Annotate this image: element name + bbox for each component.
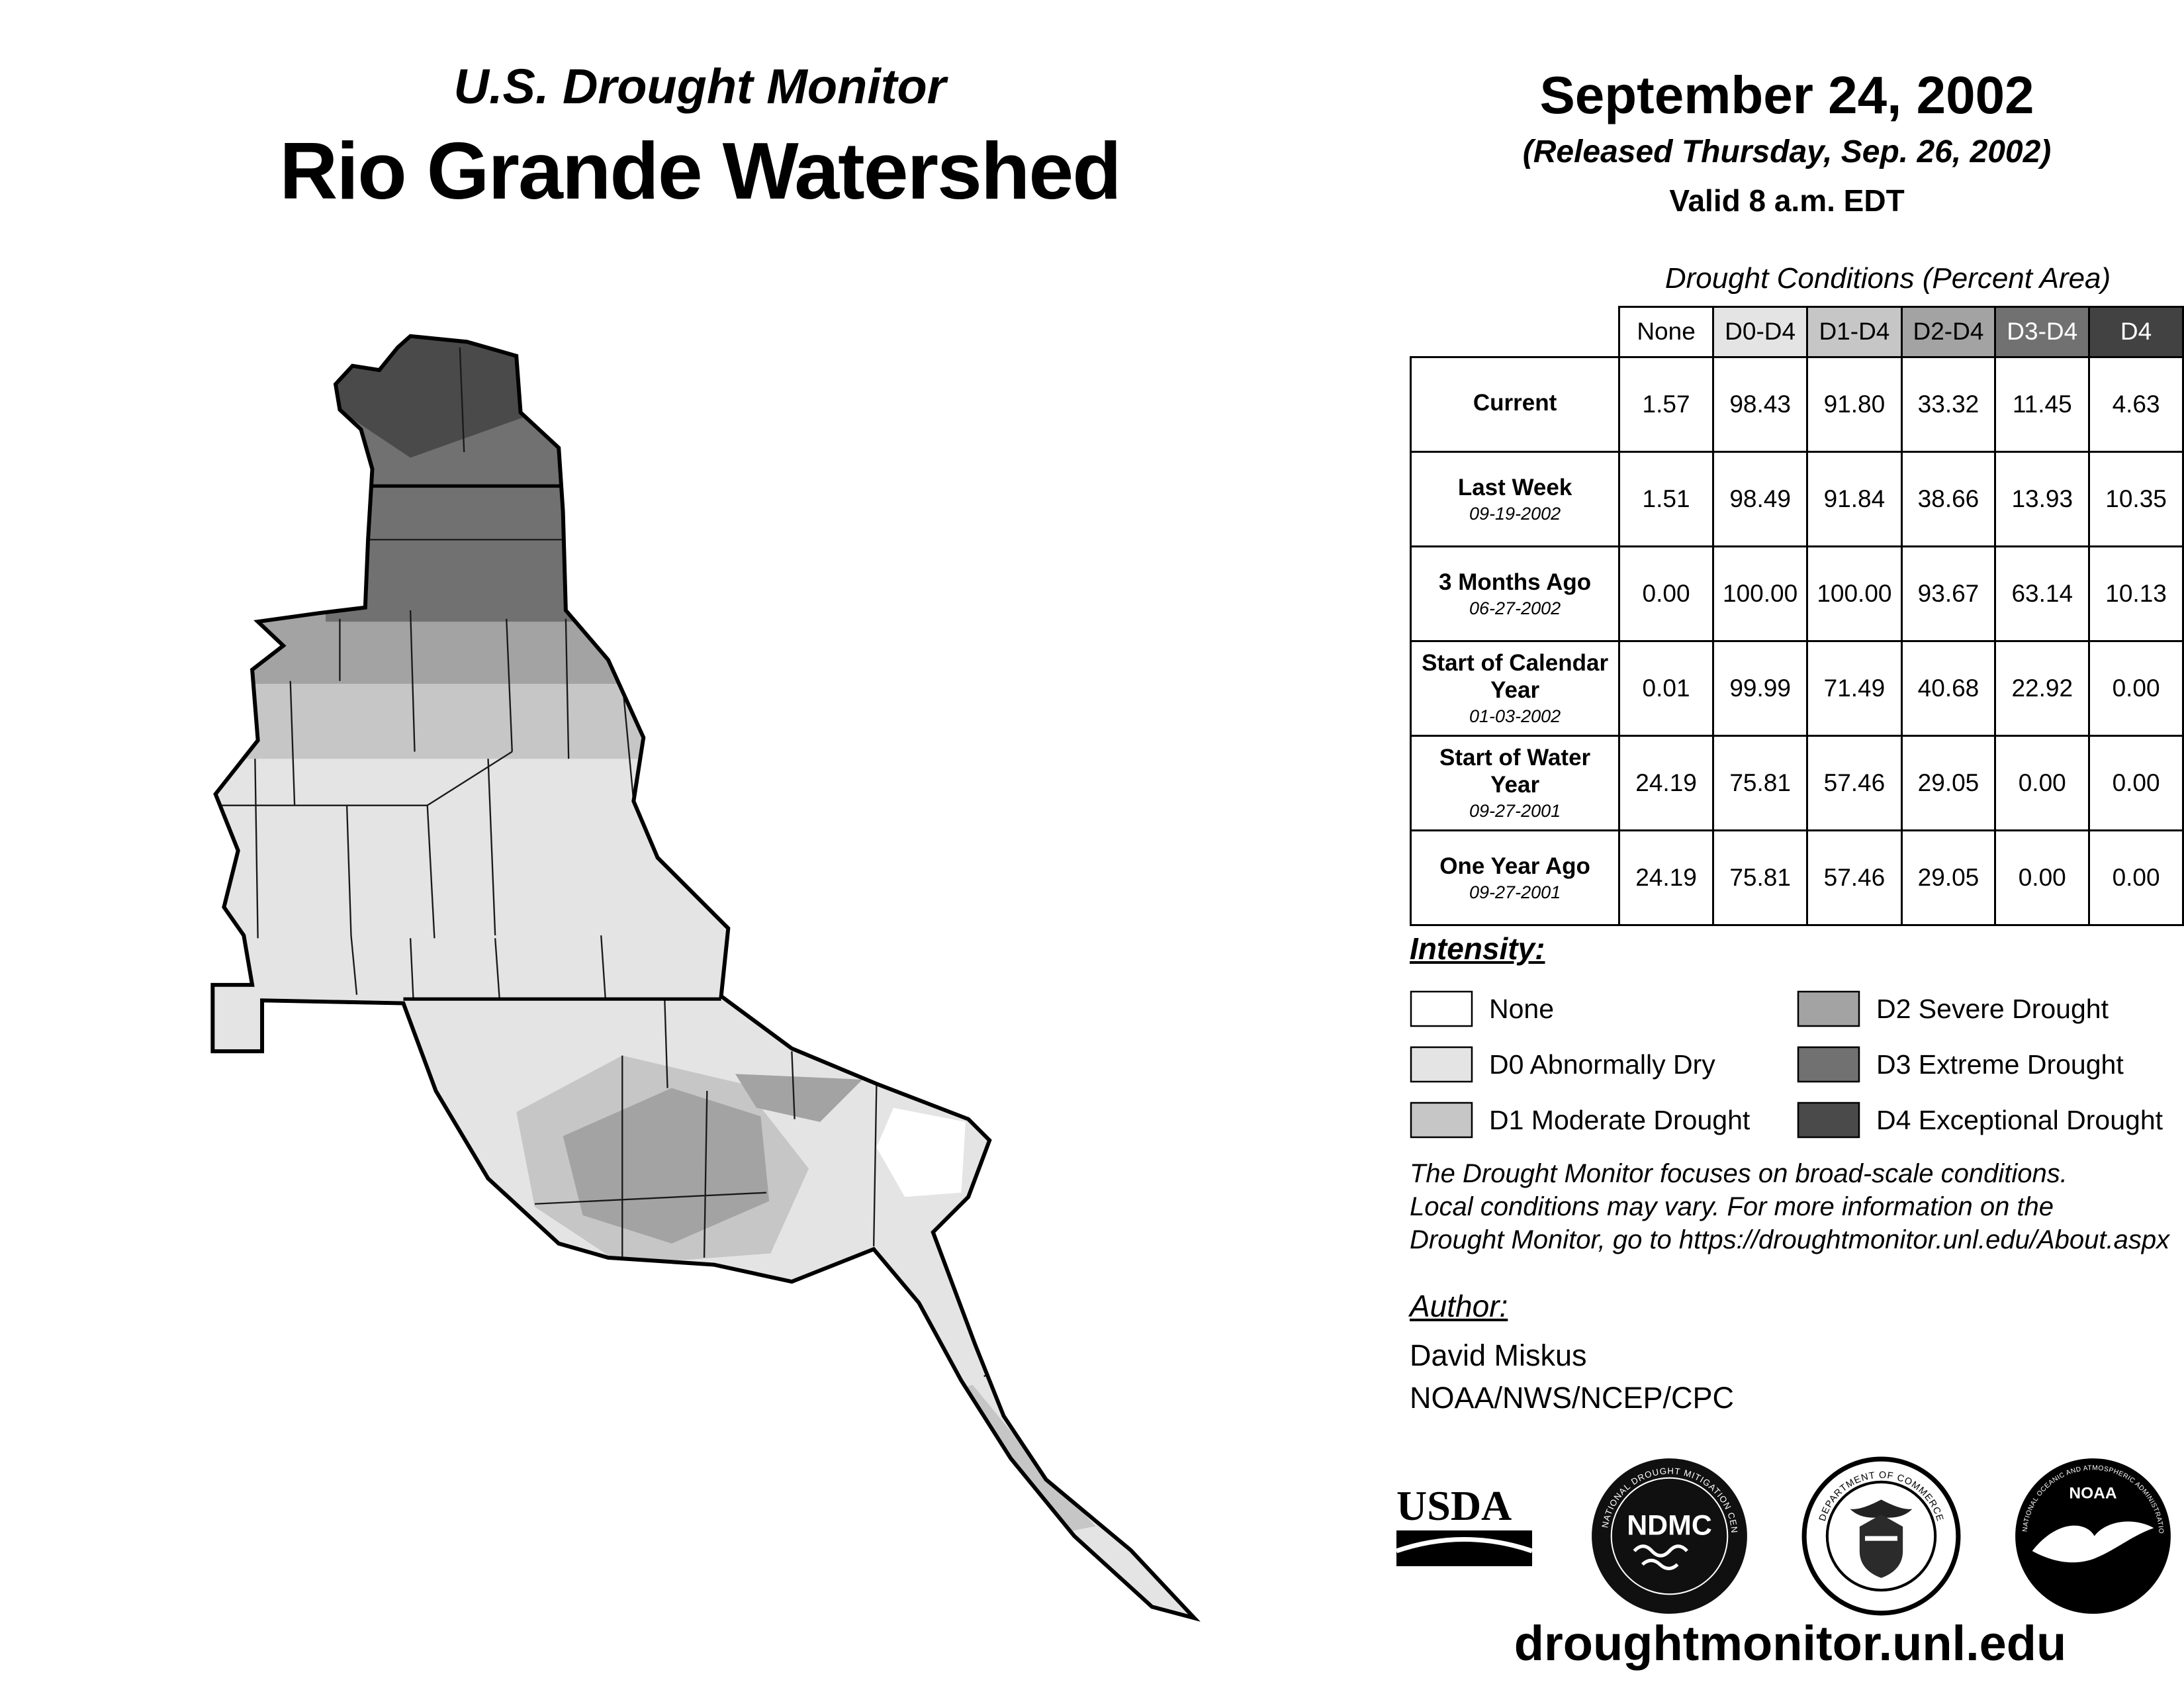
intensity-legend: None D0 Abnormally Dry D1 Moderate Droug… [1410,981,2184,1148]
drought-conditions-table: None D0-D4 D1-D4 D2-D4 D3-D4 D4 Current … [1409,306,2184,926]
table-row: 3 Months Ago 06-27-2002 0.00 100.00 100.… [1409,545,2184,642]
column-header-d2-d4: D2-D4 [1900,306,1997,358]
legend-title: Intensity: [1410,931,1545,966]
page-title: Rio Grande Watershed [279,126,1122,216]
logo-row: USDA NATIONAL DROUGHT MITIGATION CENTER … [1396,1450,2174,1622]
d0-swatch [1410,1046,1473,1083]
row-label-current: Current [1409,355,1621,453]
watershed-outline [210,334,1201,1622]
column-header-d3-d4: D3-D4 [1994,306,2091,358]
none-swatch [1410,990,1473,1027]
map-region-d1-tail [955,1385,1096,1532]
legend-item-d4: D4 Exceptional Drought [1797,1092,2184,1148]
column-header-d4: D4 [2088,306,2184,358]
column-header-d1-d4: D1-D4 [1806,306,1903,358]
table-row: Start of Water Year 09-27-2001 24.19 75.… [1409,734,2184,831]
ndmc-logo: NATIONAL DROUGHT MITIGATION CENTER NDMC [1588,1455,1747,1614]
legend-item-d3: D3 Extreme Drought [1797,1037,2184,1092]
doc-seal-logo: DEPARTMENT OF COMMERCE [1801,1456,1961,1615]
table-row: Current 1.57 98.43 91.80 33.32 11.45 4.6… [1409,355,2184,453]
row-label-last-week: Last Week 09-19-2002 [1409,450,1621,547]
watershed-map [210,334,1201,1622]
svg-text:NOAA: NOAA [2069,1484,2116,1502]
website-url: droughtmonitor.unl.edu [1514,1616,2067,1671]
d4-swatch [1797,1102,1860,1139]
d2-swatch [1797,990,1860,1027]
legend-item-none: None [1410,981,1797,1037]
map-region-d0-base [210,334,1200,1622]
map-region-d2-texas [563,1088,770,1244]
table-header-row: None D0-D4 D1-D4 D2-D4 D3-D4 D4 [1410,306,2184,358]
row-label-3-months-ago: 3 Months Ago 06-27-2002 [1409,545,1621,642]
table-row: Last Week 09-19-2002 1.51 98.49 91.84 38… [1409,450,2184,547]
disclaimer-text: The Drought Monitor focuses on broad-sca… [1410,1159,2170,1254]
row-label-one-year-ago: One Year Ago 09-27-2001 [1409,829,1621,926]
released-date: (Released Thursday, Sep. 26, 2002) [1522,134,2052,169]
d3-swatch [1797,1046,1860,1083]
author-name: David Miskus [1410,1338,1587,1372]
row-label-start-calendar-year: Start of Calendar Year 01-03-2002 [1409,639,1621,737]
table-row: Start of Calendar Year 01-03-2002 0.01 9… [1409,639,2184,737]
column-header-d0-d4: D0-D4 [1711,306,1809,358]
svg-text:USDA: USDA [1396,1482,1512,1529]
table-title: Drought Conditions (Percent Area) [1664,262,2111,295]
state-boundaries [336,484,721,1001]
map-region-none-patch [876,1107,966,1197]
d1-swatch [1410,1102,1473,1139]
usda-logo: USDA [1396,1482,1533,1566]
map-region-d2-texas-north [735,1074,863,1122]
valid-time: Valid 8 a.m. EDT [1669,183,1905,218]
table-corner-cell [1410,306,1619,357]
column-header-none: None [1618,306,1714,358]
program-title: U.S. Drought Monitor [453,59,946,114]
legend-item-d2: D2 Severe Drought [1797,981,2184,1037]
author-org: NOAA/NWS/NCEP/CPC [1410,1381,1735,1415]
svg-text:NDMC: NDMC [1627,1509,1712,1541]
legend-item-d0: D0 Abnormally Dry [1410,1037,1797,1092]
table-row: One Year Ago 09-27-2001 24.19 75.81 57.4… [1409,829,2184,926]
noaa-logo: NATIONAL OCEANIC AND ATMOSPHERIC ADMINIS… [2012,1455,2171,1614]
report-date: September 24, 2002 [1539,66,2034,124]
legend-item-d1: D1 Moderate Drought [1410,1092,1797,1148]
author-heading: Author: [1410,1289,1508,1323]
row-label-start-water-year: Start of Water Year 09-27-2001 [1409,734,1621,831]
